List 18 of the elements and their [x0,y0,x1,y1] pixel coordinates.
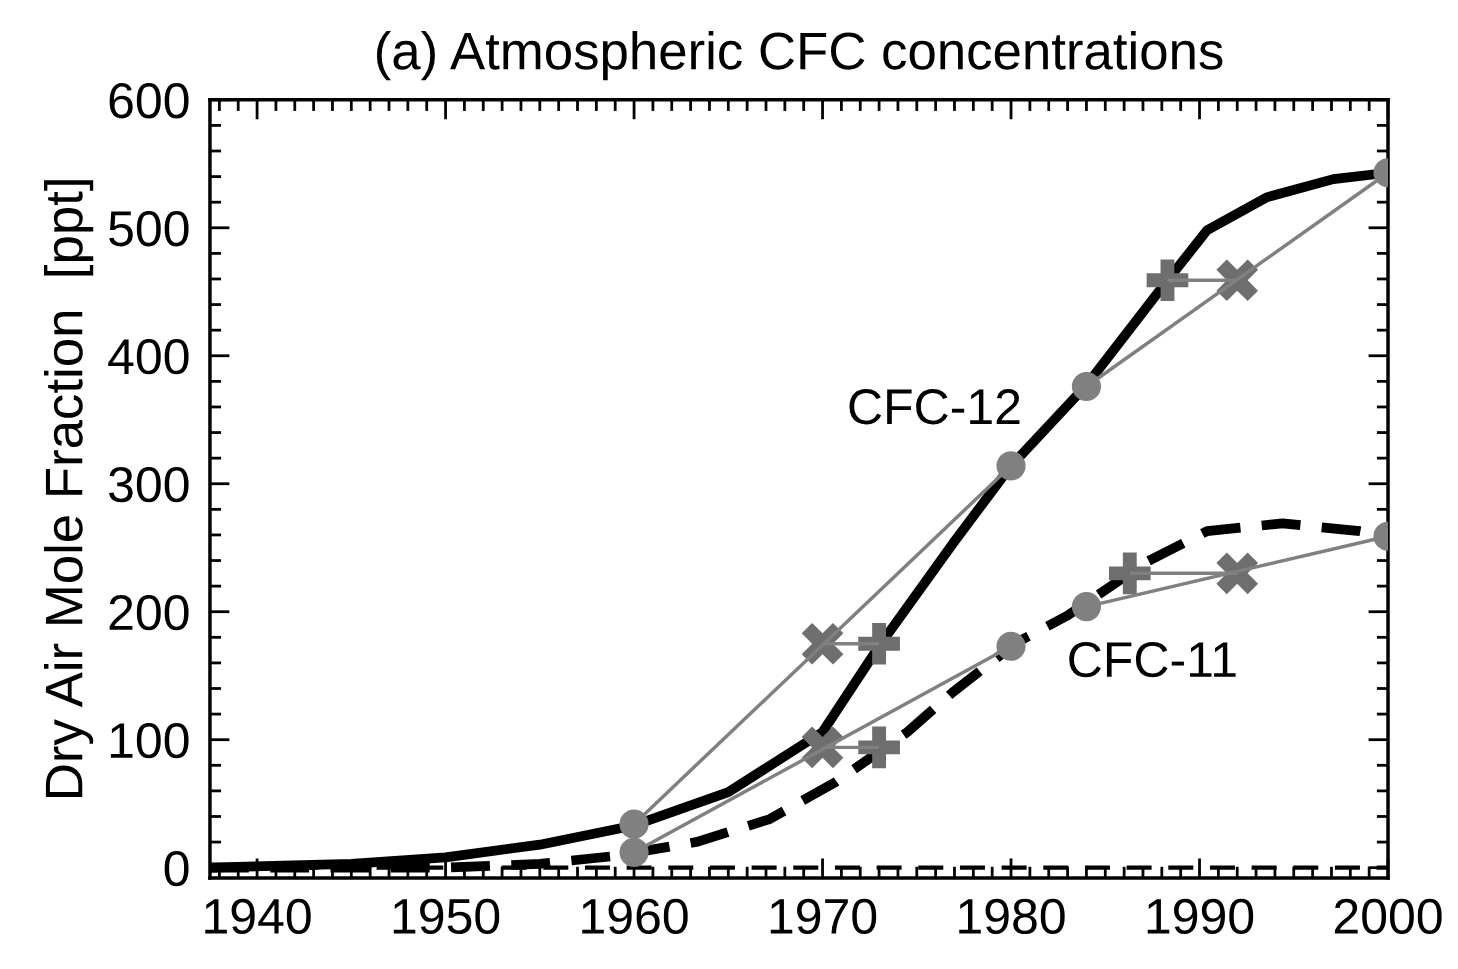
y-tick-label: 200 [109,594,189,631]
y-tick-label: 600 [109,83,189,119]
y-tick-label: 400 [108,338,189,375]
annotation: CFC-12 [849,389,1020,425]
x-tick-label: 1940 [205,898,311,935]
x-tick-label: 1950 [393,898,500,935]
x-tick-label: 2000 [1334,898,1442,935]
y-tick-label: 0 [164,850,189,887]
y-axis-title: Dry Air Mole Fraction [ppt] [44,180,94,797]
x-tick-label: 1970 [770,898,877,935]
x-tick-label: 1980 [959,898,1065,935]
annotation: CFC-11 [1069,641,1236,678]
y-tick-label: 500 [109,210,189,247]
y-tick-label: 300 [109,466,189,503]
chart-title: (a) Atmospheric CFC concentrations [376,31,1223,81]
x-tick-label: 1990 [1147,898,1254,935]
y-tick-label: 100 [110,722,189,759]
x-tick-label: 1960 [582,898,688,935]
